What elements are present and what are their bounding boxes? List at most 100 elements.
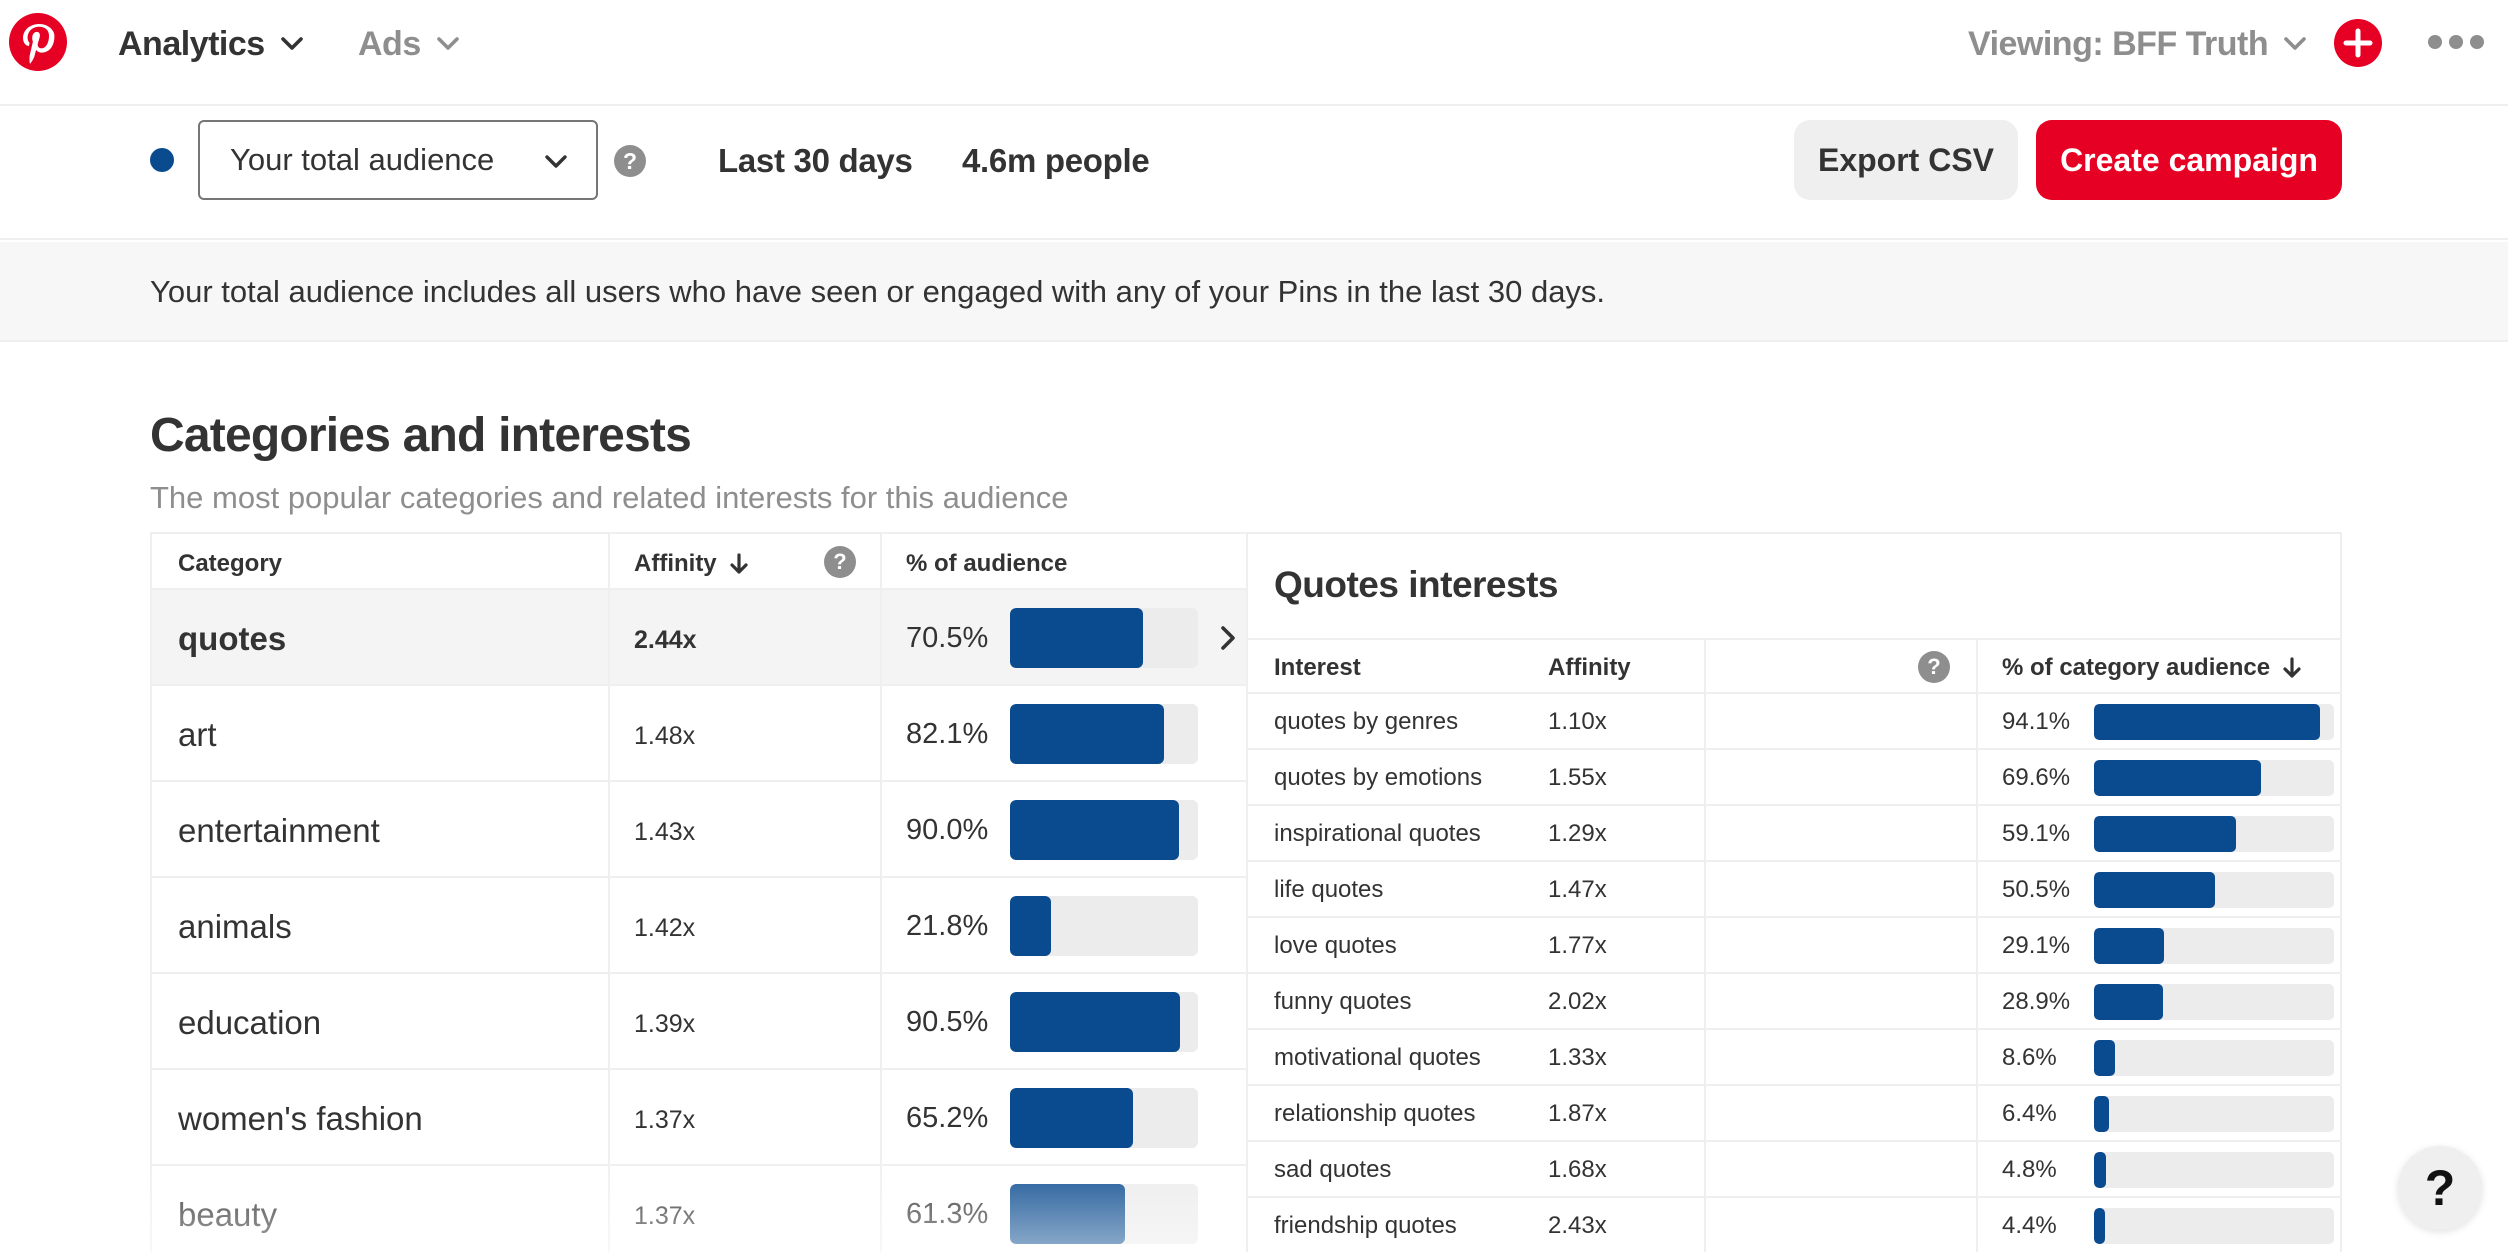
analytics-menu-label: Analytics <box>118 24 265 63</box>
category-row[interactable]: women's fashion 1.37x 65.2% <box>152 1070 1248 1166</box>
category-audience-bar-fill <box>2094 872 2216 908</box>
category-affinity: 1.42x <box>634 914 696 942</box>
interests-panel-title: Quotes interests <box>1274 564 1558 605</box>
interest-row[interactable]: funny quotes 2.02x 28.9% <box>1248 974 2340 1030</box>
category-row[interactable]: quotes 2.44x 70.5% <box>152 590 1248 686</box>
audience-select-value: Your total audience <box>230 142 495 177</box>
account-switcher-label: Viewing: BFF Truth <box>1968 24 2269 63</box>
interest-name: sad quotes <box>1274 1156 1392 1183</box>
category-row[interactable]: beauty 1.37x 61.3% <box>152 1166 1248 1252</box>
header-category: Category <box>178 550 283 577</box>
category-row[interactable]: animals 1.42x 21.8% <box>152 878 1248 974</box>
interest-row[interactable]: love quotes 1.77x 29.1% <box>1248 918 2340 974</box>
categories-table: Category Affinity ? % of audience quotes… <box>150 532 1248 1252</box>
floating-help-button[interactable]: ? <box>2398 1146 2482 1230</box>
interest-percent: 59.1% <box>2002 820 2071 847</box>
audience-bar-track <box>1010 704 1198 764</box>
create-plus-button[interactable] <box>2334 19 2382 67</box>
category-name: quotes <box>178 620 287 657</box>
header-affinity-sort[interactable]: Affinity <box>634 550 749 578</box>
interest-row[interactable]: motivational quotes 1.33x 8.6% <box>1248 1030 2340 1086</box>
interest-row[interactable]: quotes by emotions 1.55x 69.6% <box>1248 750 2340 806</box>
category-audience-bar-fill <box>2094 984 2164 1020</box>
interest-name: inspirational quotes <box>1274 820 1481 847</box>
category-audience-bar-track <box>2094 704 2334 740</box>
category-row[interactable]: education 1.39x 90.5% <box>152 974 1248 1070</box>
chevron-down-icon <box>545 155 567 168</box>
interest-affinity: 1.68x <box>1548 1156 1607 1183</box>
header-category-audience-sort[interactable]: % of category audience <box>2002 654 2302 682</box>
interest-affinity: 1.29x <box>1548 820 1607 847</box>
category-percent: 70.5% <box>906 622 989 654</box>
plus-icon <box>2343 28 2373 58</box>
category-audience-bar-track <box>2094 760 2334 796</box>
audience-select[interactable]: Your total audience <box>198 120 598 200</box>
category-audience-bar-track <box>2094 872 2334 908</box>
column-divider <box>608 532 610 1252</box>
audience-bar-fill <box>1010 800 1180 860</box>
more-options-button[interactable] <box>2428 30 2484 54</box>
ellipsis-icon-dot <box>2470 35 2484 49</box>
audience-bar-fill <box>1010 992 1181 1052</box>
audience-info-banner: Your total audience includes all users w… <box>0 242 2508 342</box>
category-audience-bar-fill <box>2094 704 2320 740</box>
column-divider <box>1704 638 1706 1252</box>
category-name: women's fashion <box>178 1100 423 1137</box>
sort-arrow-down-icon <box>730 553 748 574</box>
audience-bar-track <box>1010 1088 1198 1148</box>
interest-row[interactable]: relationship quotes 1.87x 6.4% <box>1248 1086 2340 1142</box>
sort-arrow-down-icon <box>2283 657 2301 678</box>
interests-panel: Quotes interests Interest Affinity ? % o… <box>1246 532 2342 1252</box>
category-row[interactable]: art 1.48x 82.1% <box>152 686 1248 782</box>
pinterest-logo-icon[interactable] <box>8 12 68 72</box>
category-audience-bar-track <box>2094 1096 2334 1132</box>
interest-row[interactable]: friendship quotes 2.43x 4.4% <box>1248 1198 2340 1252</box>
ellipsis-icon-dot <box>2449 35 2463 49</box>
interest-row[interactable]: quotes by genres 1.10x 94.1% <box>1248 694 2340 750</box>
category-affinity: 1.43x <box>634 818 696 846</box>
analytics-menu[interactable]: Analytics <box>118 22 305 66</box>
category-affinity: 1.48x <box>634 722 696 750</box>
column-divider <box>1976 638 1978 1252</box>
category-percent: 82.1% <box>906 718 989 750</box>
audience-bar-fill <box>1010 704 1165 764</box>
category-audience-bar-track <box>2094 1152 2334 1188</box>
interest-row[interactable]: life quotes 1.47x 50.5% <box>1248 862 2340 918</box>
ads-menu[interactable]: Ads <box>358 22 461 66</box>
ads-menu-label: Ads <box>358 24 421 63</box>
category-affinity: 1.37x <box>634 1202 696 1230</box>
interest-percent: 29.1% <box>2002 932 2071 959</box>
category-name: entertainment <box>178 812 380 849</box>
interest-affinity-help-icon[interactable]: ? <box>1918 651 1950 683</box>
category-row[interactable]: entertainment 1.43x 90.0% <box>152 782 1248 878</box>
category-audience-bar-fill <box>2094 1096 2110 1132</box>
interest-affinity: 1.77x <box>1548 932 1607 959</box>
interest-affinity: 1.87x <box>1548 1100 1607 1127</box>
category-audience-bar-track <box>2094 1208 2334 1244</box>
interest-affinity: 2.02x <box>1548 988 1607 1015</box>
affinity-help-icon[interactable]: ? <box>824 546 856 578</box>
interest-affinity: 1.10x <box>1548 708 1607 735</box>
audience-bar-fill <box>1010 896 1051 956</box>
category-name: animals <box>178 908 292 945</box>
header-interest-affinity: Affinity <box>1548 654 1631 681</box>
interests-table-header: Interest Affinity ? % of category audien… <box>1248 638 2340 694</box>
category-percent: 61.3% <box>906 1198 989 1230</box>
category-percent: 21.8% <box>906 910 989 942</box>
interest-row[interactable]: sad quotes 1.68x 4.8% <box>1248 1142 2340 1198</box>
header-category-audience-label: % of category audience <box>2002 654 2271 681</box>
interest-name: quotes by genres <box>1274 708 1459 735</box>
interest-affinity: 2.43x <box>1548 1212 1607 1239</box>
column-divider <box>880 532 882 1252</box>
category-audience-bar-fill <box>2094 1040 2115 1076</box>
account-switcher[interactable]: Viewing: BFF Truth <box>1968 22 2308 66</box>
category-audience-bar-track <box>2094 816 2334 852</box>
interest-row[interactable]: inspirational quotes 1.29x 59.1% <box>1248 806 2340 862</box>
header-interest: Interest <box>1274 654 1361 681</box>
audience-bar-fill <box>1010 1184 1126 1244</box>
audience-help-icon[interactable]: ? <box>614 145 646 177</box>
categories-table-header: Category Affinity ? % of audience <box>152 532 1248 590</box>
create-campaign-button[interactable]: Create campaign <box>2036 120 2342 200</box>
export-csv-button[interactable]: Export CSV <box>1794 120 2018 200</box>
audience-color-dot <box>150 148 174 172</box>
